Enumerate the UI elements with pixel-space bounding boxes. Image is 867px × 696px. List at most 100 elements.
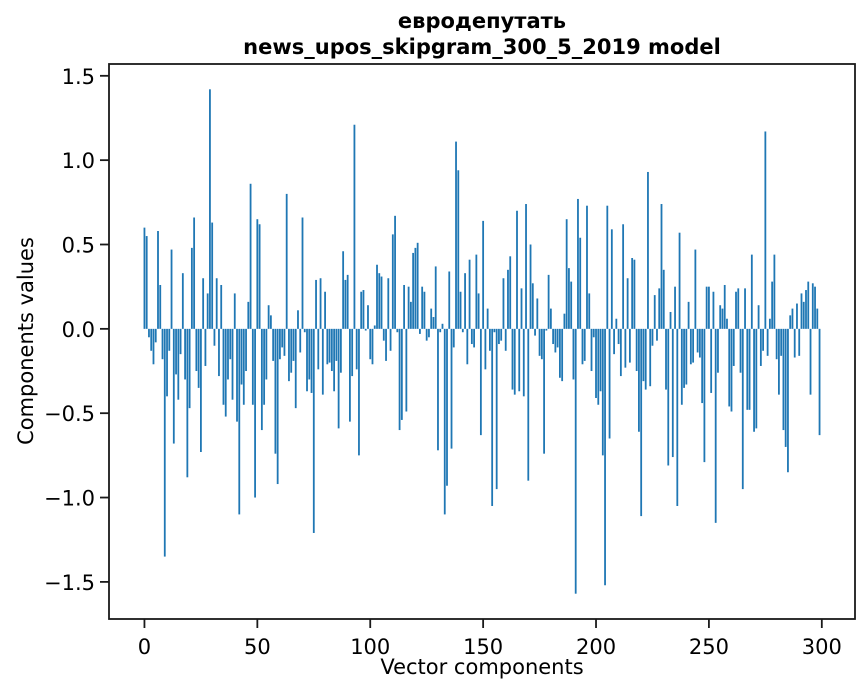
bar <box>726 318 728 329</box>
x-axis-ticks: 0 50 100 150 200 250 300 <box>138 619 842 659</box>
bar <box>753 328 755 432</box>
bar <box>527 328 530 481</box>
bar <box>556 328 559 348</box>
bar <box>565 219 568 329</box>
bar <box>358 328 360 456</box>
bar <box>209 89 211 329</box>
x-tick-label: 100 <box>350 635 390 659</box>
bar <box>723 284 726 329</box>
bar <box>791 308 794 329</box>
bar <box>597 328 600 405</box>
bar <box>807 281 810 329</box>
bar <box>396 328 399 333</box>
bar <box>432 317 435 329</box>
y-axis-ticks: 1.5 1.0 0.5 0.0 −0.5 −1.0 −1.5 <box>44 65 109 595</box>
bar <box>425 328 428 341</box>
bar <box>249 183 252 329</box>
bar <box>211 222 214 329</box>
bar <box>254 328 256 498</box>
bar <box>536 298 539 329</box>
bar <box>676 328 679 506</box>
bar <box>778 328 780 395</box>
bar <box>741 328 744 490</box>
bar <box>789 315 792 329</box>
bar <box>231 328 234 400</box>
bar <box>750 254 753 329</box>
bar <box>452 328 455 348</box>
bar <box>814 286 816 329</box>
bar <box>240 328 243 385</box>
bar <box>588 293 591 329</box>
bar <box>644 328 647 390</box>
bar <box>450 328 453 449</box>
bar <box>504 328 507 351</box>
bar <box>721 308 724 329</box>
y-axis-label: Components values <box>14 237 38 445</box>
bar <box>692 328 695 363</box>
bar <box>172 328 175 444</box>
bar <box>717 328 719 373</box>
bar <box>579 237 582 329</box>
bar <box>371 328 374 365</box>
bar <box>746 328 749 410</box>
bar <box>696 328 699 353</box>
bar <box>516 210 518 329</box>
x-tick-label: 250 <box>689 635 729 659</box>
bar <box>809 328 812 395</box>
bar <box>479 328 482 436</box>
bar <box>518 328 521 392</box>
bar <box>279 328 281 360</box>
bar <box>796 303 798 329</box>
bar <box>586 205 588 329</box>
bar <box>154 328 157 343</box>
bar <box>656 328 658 341</box>
bar <box>145 236 148 329</box>
bars-group <box>143 89 821 594</box>
bar <box>662 269 665 329</box>
bar <box>653 295 656 329</box>
x-tick-label: 50 <box>244 635 271 659</box>
bar <box>333 328 336 392</box>
bar <box>220 284 223 329</box>
x-tick-label: 300 <box>802 635 842 659</box>
bar <box>608 328 611 439</box>
bar <box>335 328 338 361</box>
bar <box>218 328 220 377</box>
bar <box>787 328 789 473</box>
bar <box>500 328 503 341</box>
bar <box>288 328 290 382</box>
bar <box>297 310 299 329</box>
bar <box>364 328 367 331</box>
bar <box>784 328 787 447</box>
bar <box>437 328 439 451</box>
bar <box>339 328 342 373</box>
bar <box>502 278 505 329</box>
bar <box>619 328 622 377</box>
bar <box>380 276 383 329</box>
bar <box>764 131 767 329</box>
bar <box>703 328 706 463</box>
bar <box>689 328 692 365</box>
bar <box>224 328 227 417</box>
bar <box>559 328 561 378</box>
x-tick-label: 200 <box>576 635 616 659</box>
bar <box>719 305 722 329</box>
bar <box>324 291 326 329</box>
bar <box>423 291 426 329</box>
bar <box>346 274 349 329</box>
bar <box>638 328 640 432</box>
y-tick-label: 0.5 <box>62 234 95 258</box>
bar <box>461 328 464 333</box>
bar <box>175 328 177 375</box>
bar <box>507 269 509 329</box>
bar <box>328 328 331 363</box>
bar <box>274 328 277 454</box>
bar <box>633 259 636 329</box>
bar <box>477 293 480 329</box>
bar <box>649 328 652 387</box>
bar <box>768 318 771 329</box>
bar <box>344 279 347 329</box>
bar <box>394 215 396 329</box>
